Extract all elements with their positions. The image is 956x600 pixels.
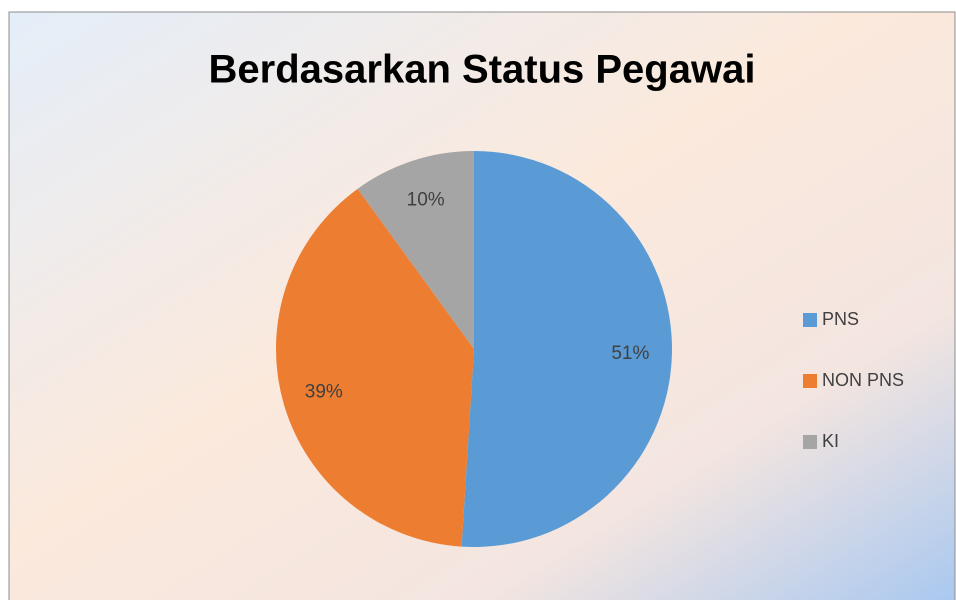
- legend-swatch: [803, 435, 817, 449]
- data-label: 10%: [407, 189, 445, 210]
- chart-title: Berdasarkan Status Pegawai: [209, 48, 756, 92]
- legend: PNS NON PNS KI: [803, 309, 904, 451]
- legend-label: PNS: [822, 309, 859, 329]
- legend-label: NON PNS: [822, 370, 904, 390]
- pie: 51% 39% 10%: [276, 151, 673, 548]
- legend-swatch: [803, 374, 817, 388]
- data-label: 51%: [611, 343, 649, 364]
- legend-label: KI: [822, 431, 839, 451]
- data-label: 39%: [305, 382, 343, 403]
- pie-slice: [357, 151, 474, 349]
- legend-swatch: [803, 313, 817, 327]
- pie-slice: [276, 188, 474, 547]
- pie-slice: [461, 151, 673, 548]
